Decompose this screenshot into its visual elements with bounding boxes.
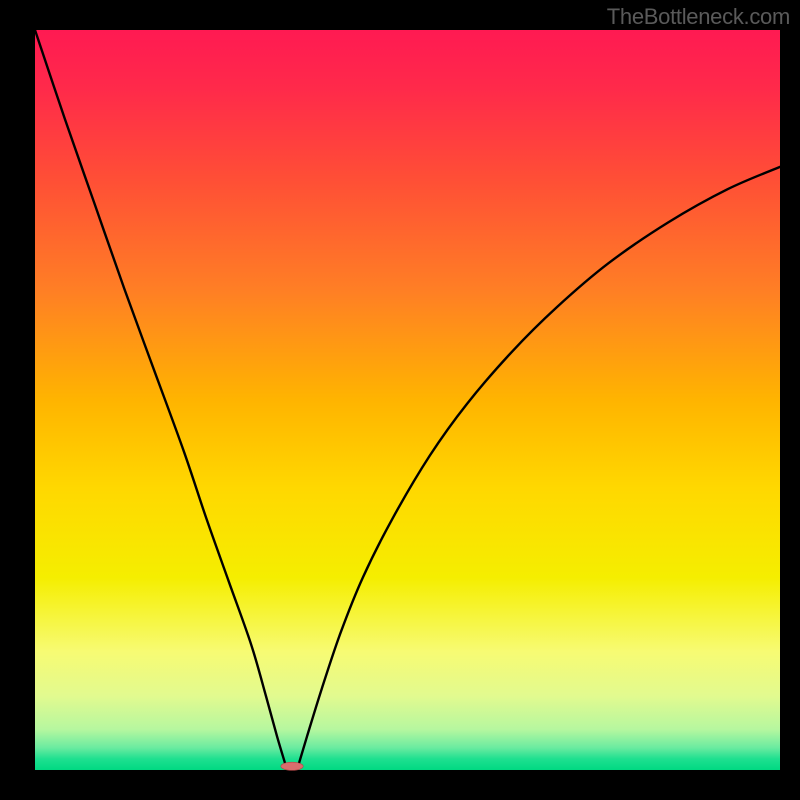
watermark-text: TheBottleneck.com (607, 4, 790, 30)
minimum-marker (281, 762, 303, 770)
plot-background (35, 30, 780, 770)
chart-svg (0, 0, 800, 800)
bottleneck-chart: TheBottleneck.com (0, 0, 800, 800)
